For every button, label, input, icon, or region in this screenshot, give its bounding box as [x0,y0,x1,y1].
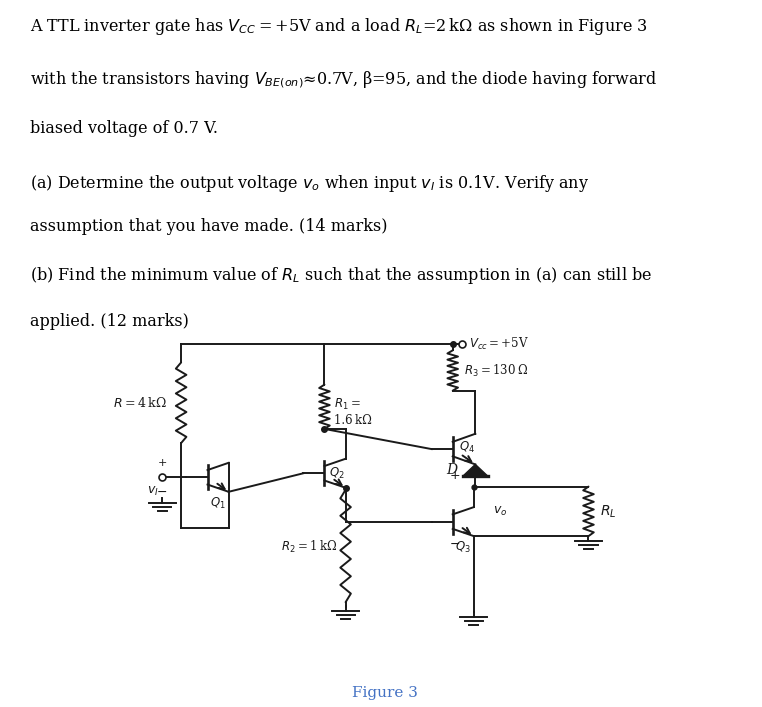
Polygon shape [463,464,488,477]
Text: $R_1$ =: $R_1$ = [334,397,360,412]
Text: $v_I$: $v_I$ [146,485,158,498]
Text: +: + [450,469,460,481]
Text: biased voltage of 0.7 V.: biased voltage of 0.7 V. [30,120,218,137]
Text: Figure 3: Figure 3 [352,686,418,700]
Text: (b) Find the minimum value of $R_L$ such that the assumption in (a) can still be: (b) Find the minimum value of $R_L$ such… [30,265,652,286]
Text: $R_2$ = 1 kΩ: $R_2$ = 1 kΩ [281,539,338,555]
Text: −: − [450,538,460,551]
Text: $Q_1$: $Q_1$ [210,496,226,510]
Text: $v_o$: $v_o$ [493,505,507,518]
Text: D: D [447,464,458,477]
Text: 1.6 kΩ: 1.6 kΩ [334,414,371,427]
Text: $V_{cc}$ = +5V: $V_{cc}$ = +5V [469,337,530,352]
Text: applied. (12 marks): applied. (12 marks) [30,313,189,330]
Text: $Q_2$: $Q_2$ [329,466,344,481]
Text: $R$ = 4 kΩ: $R$ = 4 kΩ [114,396,167,410]
Text: assumption that you have made. (14 marks): assumption that you have made. (14 marks… [30,218,388,235]
Text: $Q_4$: $Q_4$ [459,440,475,455]
Text: with the transistors having $V_{BE(on)}$≈0.7V, β=95, and the diode having forwar: with the transistors having $V_{BE(on)}$… [30,69,658,90]
Text: $R_L$: $R_L$ [600,503,616,520]
Text: A TTL inverter gate has $V_{CC}$ = +5V and a load $R_L$=2 kΩ as shown in Figure : A TTL inverter gate has $V_{CC}$ = +5V a… [30,16,648,37]
Text: $Q_3$: $Q_3$ [455,539,471,555]
Text: (a) Determine the output voltage $v_o$ when input $v_I$ is 0.1V. Verify any: (a) Determine the output voltage $v_o$ w… [30,173,589,194]
Text: $R_3$ = 130 Ω: $R_3$ = 130 Ω [464,363,528,378]
Text: −: − [157,486,168,499]
Text: +: + [158,458,167,469]
